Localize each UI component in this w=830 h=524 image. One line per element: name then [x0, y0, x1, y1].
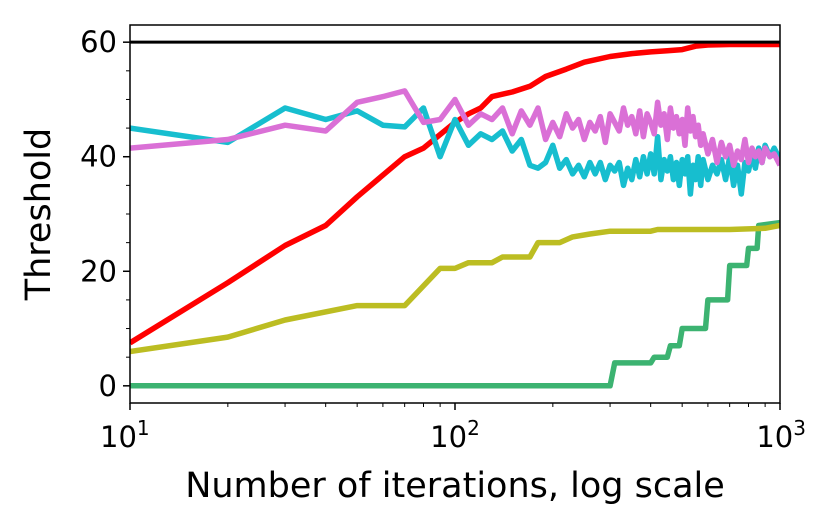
y-axis-label: Threshold — [19, 128, 59, 302]
series-line-2 — [130, 222, 780, 355]
y-tick-label: 40 — [80, 140, 117, 174]
y-tick-label: 0 — [99, 369, 117, 403]
series-layer — [130, 41, 780, 389]
series-line-4 — [130, 105, 780, 197]
y-tick-label: 60 — [80, 25, 117, 59]
series-line-1 — [130, 219, 780, 389]
x-tick-label: 101 — [100, 416, 150, 454]
x-tick-label: 102 — [430, 416, 480, 454]
ticks-layer: 0 20 40 60 101 102 103 — [80, 25, 806, 454]
plot-frame — [129, 24, 781, 404]
x-tick-label: 103 — [756, 416, 806, 454]
y-tick-label: 20 — [80, 254, 117, 288]
series-line-5 — [130, 88, 780, 169]
series-line-3 — [130, 41, 780, 346]
x-axis-label: Number of iterations, log scale — [185, 466, 725, 506]
